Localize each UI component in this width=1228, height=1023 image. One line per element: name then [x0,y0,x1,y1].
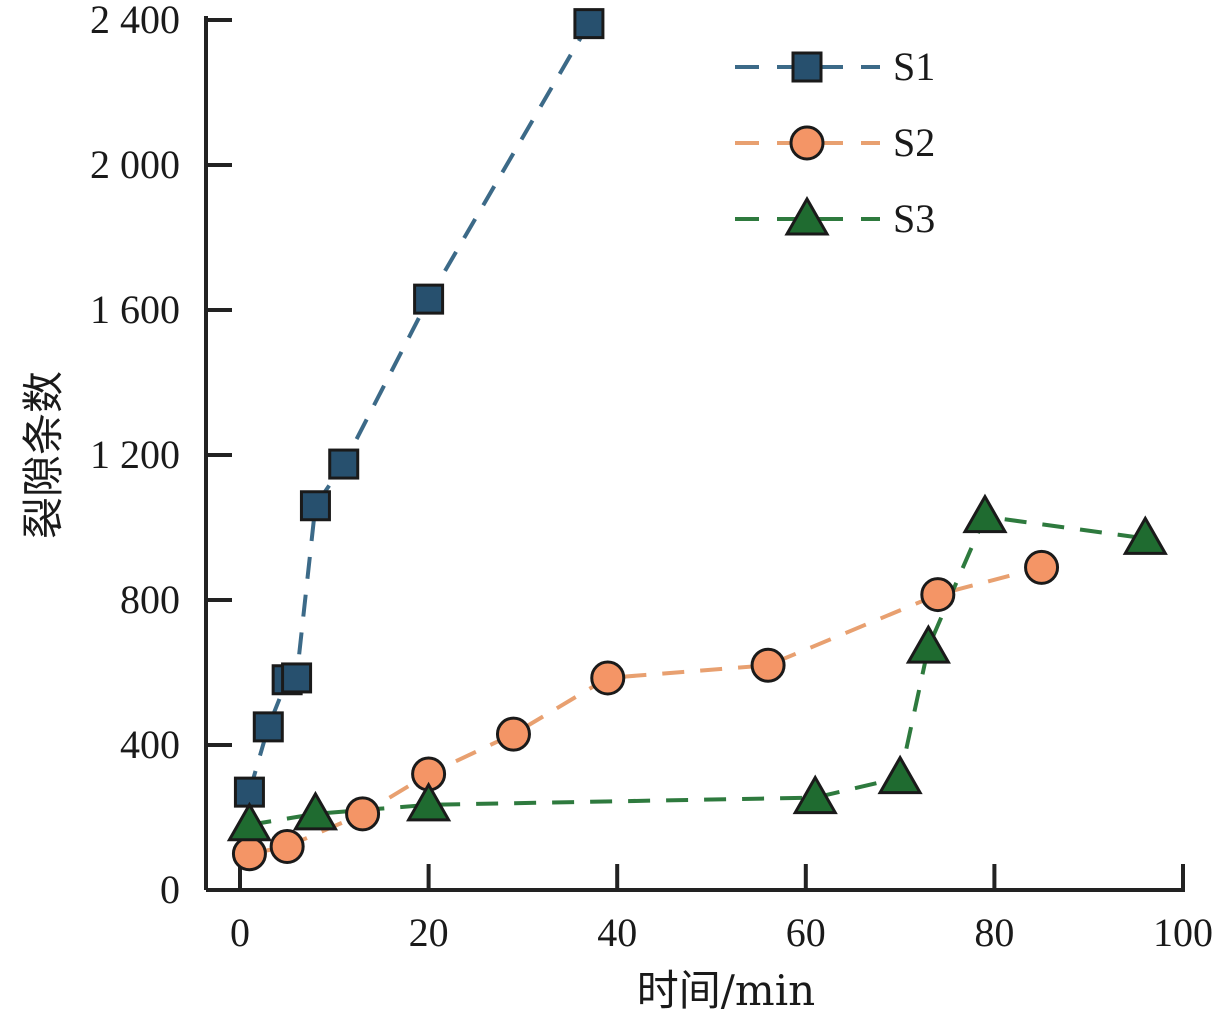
series-s3-point [905,624,951,664]
series-s3-line [249,514,1146,827]
y-tick-label: 800 [120,577,180,622]
x-tick-label: 0 [230,910,250,955]
legend-s1-label: S1 [893,44,935,89]
x-tick-label: 60 [786,910,826,955]
x-tick-label: 100 [1153,910,1213,955]
legend-s2-label: S2 [893,120,935,165]
series-s2-point [1024,549,1060,585]
y-tick-label: 2 400 [90,0,180,42]
series-lines [247,22,1146,856]
series-s1-point [413,283,445,315]
y-axis-title: 裂隙条数 [19,371,68,539]
legend-s1-marker [791,51,823,83]
legend-s3-marker [784,195,830,236]
series-s1-point [328,448,360,480]
series-s2-point [750,647,786,683]
series-s3-point [962,493,1008,534]
series-s1-point [573,8,605,40]
series-s3-point [406,781,452,822]
series-s3-point [792,774,838,815]
series-markers [226,8,1168,872]
series-s2-line [249,565,1043,856]
x-tick-label: 80 [974,910,1014,955]
series-s1-point [252,711,284,743]
series-s2-point [269,829,305,864]
series-s3-point [226,801,273,842]
series-s2-point [231,836,267,872]
series-s3-point [292,790,339,831]
x-axis-title: 时间/min [637,966,815,1015]
series-s1-point [281,662,313,694]
series-s2-point [590,660,626,696]
x-axis-ticks: 0 20 40 60 80 100 [230,864,1213,955]
series-s3-point [1122,515,1168,555]
series-s2-point [920,577,956,613]
series-s2-point [495,716,531,752]
legend-s2-marker [789,125,825,161]
x-tick-label: 40 [597,910,637,955]
y-tick-label: 1 600 [90,287,180,332]
y-axis-ticks: 0 400 800 1 200 1 600 2 000 2 400 [90,0,232,912]
y-tick-label: 0 [160,867,180,912]
x-tick-label: 20 [409,910,449,955]
y-tick-label: 2 000 [90,142,180,187]
series-s3-point [877,754,923,795]
legend-s3-label: S3 [893,196,935,241]
series-s2-point [345,796,381,832]
y-tick-label: 400 [120,722,180,767]
series-s1-point [299,490,331,522]
legend: S1 S2 S3 [735,44,935,241]
y-tick-label: 1 200 [90,432,180,477]
